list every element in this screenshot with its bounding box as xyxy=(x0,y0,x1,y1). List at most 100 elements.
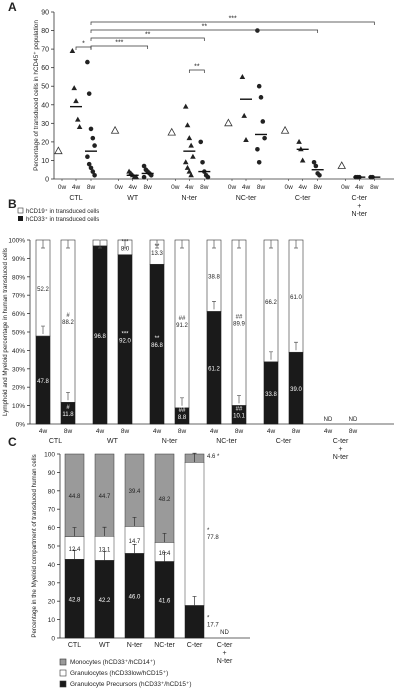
panel-b-group-label: CTL xyxy=(49,438,62,445)
panel-a-time-label: 4w xyxy=(72,184,81,191)
panel-b-time-label: 8w xyxy=(121,428,130,435)
panel-a-point xyxy=(337,161,347,169)
panel-b-error-bar xyxy=(294,240,298,249)
panel-b-error-bar xyxy=(41,240,45,249)
panel-c-error-bar xyxy=(162,532,167,543)
panel-b-time-label: 4w xyxy=(39,428,48,435)
panel-b-value-label-hcd33: 39.0 xyxy=(290,387,302,393)
panel-a-point xyxy=(182,159,189,165)
panel-c-value-label-precursors: 46.0 xyxy=(129,595,141,601)
panel-a-significance-label: * xyxy=(82,41,85,48)
panel-b-error-bar xyxy=(155,240,159,249)
panel-c-legend-swatch xyxy=(59,658,67,666)
panel-a-group-label: N-ter xyxy=(352,211,368,218)
panel-c-value-label-granulocytes: 13.1 xyxy=(99,547,111,553)
panel-c-y-tick-label: 30 xyxy=(48,580,56,587)
panel-b-value-label-hcd19: 61.0 xyxy=(290,295,302,301)
panel-a-time-label: 0w xyxy=(115,184,124,191)
panel-a-point xyxy=(76,124,83,130)
legend-label-hcd33: hCD33⁺ in transduced cells xyxy=(26,216,99,223)
panel-c-value-label-monocytes: 39.4 xyxy=(129,489,141,495)
panel-b-y-tick-label: 10% xyxy=(12,403,25,410)
panel-c-y-tick-label: 90 xyxy=(48,470,56,477)
panel-b-value-label-hcd33: 92.0 xyxy=(119,338,131,344)
panel-a-point xyxy=(92,172,97,178)
panel-c-y-tick-label: 0 xyxy=(51,636,55,643)
panel-b-time-label: 8w xyxy=(292,428,301,435)
panel-a-y-tick-label: 80 xyxy=(41,28,49,35)
legend-label-hcd19: hCD19⁺ in transduced cells xyxy=(26,208,99,215)
panel-b-value-label-hcd19: 91.2 xyxy=(176,323,188,329)
panel-c-value-label-precursors: 42.8 xyxy=(69,598,81,604)
panel-a-point xyxy=(141,163,147,169)
panel-a-point xyxy=(255,28,260,33)
panel-c-sig-label-granulocytes: * xyxy=(207,528,210,534)
panel-b-value-label-hcd19: 38.8 xyxy=(208,275,220,281)
panel-a-point xyxy=(184,164,191,170)
panel-a-time-label: 8w xyxy=(257,184,266,191)
panel-a-point xyxy=(256,83,262,89)
panel-b-error-bar xyxy=(155,253,159,263)
panel-a-point xyxy=(188,172,194,178)
panel-c-bar-granulocytes xyxy=(184,462,205,606)
panel-b-group-label: N-ter xyxy=(162,438,178,445)
panel-c-value-label-monocytes: 48.2 xyxy=(159,497,171,503)
panel-c-error-bar xyxy=(132,516,137,527)
panel-c-error-bar xyxy=(102,551,107,561)
panel-c-y-tick-label: 10 xyxy=(48,617,56,624)
panel-c-error-bar xyxy=(162,552,167,562)
panel-a-significance-label: ** xyxy=(194,64,200,71)
panel-c-value-label-granulocytes: 77.8 xyxy=(207,535,219,541)
panel-c-legend-swatch xyxy=(59,669,67,677)
panel-c-letter: C xyxy=(8,435,17,449)
panel-b-group-label: C-ter xyxy=(333,438,349,445)
panel-b-sig-label-hcd19: # xyxy=(66,313,70,319)
panel-a-point xyxy=(85,154,90,160)
panel-a-point xyxy=(205,174,211,180)
panel-b-value-label-hcd19: 8.0 xyxy=(121,246,130,252)
panel-a-point xyxy=(317,172,322,178)
panel-a-point xyxy=(186,168,193,174)
panel-a-point xyxy=(86,161,92,167)
panel-a-y-tick-label: 50 xyxy=(41,84,49,91)
panel-a-time-label: 4w xyxy=(355,184,364,191)
panel-a-point xyxy=(224,118,233,127)
panel-c-value-label-monocytes: 4.6 * xyxy=(207,454,220,460)
panel-b-y-tick-label: 20% xyxy=(12,385,25,392)
legend-swatch-hcd19 xyxy=(17,207,24,214)
panel-a-time-label: 0w xyxy=(171,184,180,191)
panel-b-y-tick-label: 100% xyxy=(8,238,25,245)
panel-b-value-label-hcd33: 86.8 xyxy=(151,343,163,349)
panel-c-category-label: N-ter xyxy=(217,658,233,665)
panel-a-significance-label: ** xyxy=(202,24,208,31)
panel-a-time-label: 8w xyxy=(314,184,323,191)
panel-c-y-tick-label: 50 xyxy=(48,544,56,551)
panel-a-point xyxy=(167,127,177,136)
panel-a-point xyxy=(141,174,147,180)
panel-b-sig-label-hcd19: ## xyxy=(236,315,243,321)
panel-b-sig-label-hcd33: # xyxy=(66,405,70,411)
panel-b-sig-label-hcd33: ## xyxy=(179,408,186,414)
panel-a-y-tick-label: 40 xyxy=(41,102,49,109)
panel-a-time-label: 4w xyxy=(242,184,251,191)
panel-c-y-tick-label: 100 xyxy=(44,452,55,459)
panel-a-y-tick-label: 90 xyxy=(41,10,49,17)
panel-b-sig-label-hcd19: *** xyxy=(121,239,129,245)
panel-b-error-bar xyxy=(212,301,216,310)
panel-a-y-tick-label: 30 xyxy=(41,121,49,128)
panel-c-category-label: CTL xyxy=(68,642,81,649)
panel-b-error-bar xyxy=(98,240,102,249)
panel-c-error-bar xyxy=(102,526,107,537)
panel-a-significance-bracket xyxy=(90,21,375,25)
panel-b-y-tick-label: 70% xyxy=(12,293,25,300)
panel-b-y-axis-label: Lymphoid and Myeloid percentage in human… xyxy=(2,248,9,416)
panel-b-error-bar xyxy=(212,240,216,249)
panel-b-nd-label: ND xyxy=(349,417,358,423)
panel-c-value-label-granulocytes: 14.7 xyxy=(129,539,141,545)
panel-a-point xyxy=(71,85,77,91)
panel-b-y-tick-label: 0% xyxy=(16,422,26,429)
panel-c-error-bar xyxy=(72,549,77,560)
panel-a-time-label: 0w xyxy=(58,184,67,191)
panel-c-value-label-precursors: 17.7 xyxy=(207,623,219,629)
